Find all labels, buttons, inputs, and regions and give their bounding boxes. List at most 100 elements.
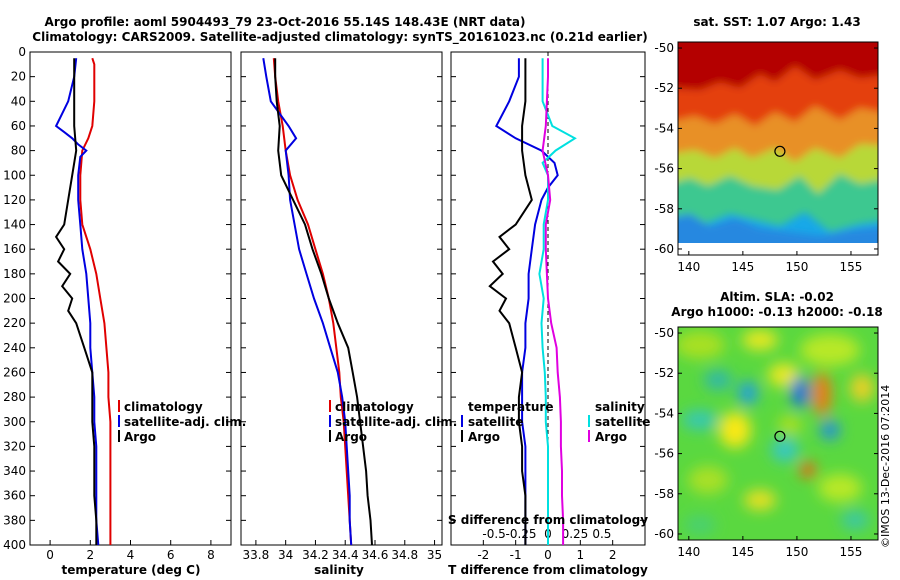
y-tick-label: 260 [3, 365, 26, 379]
salinity-panel: 33.8 34 34.2 34.4 34.6 34.8 35 salinity climat… [240, 51, 457, 577]
map-y-tick-label: -50 [654, 326, 674, 340]
s-x-tick-label: 0.25 [562, 527, 589, 541]
sla-map-panel: Altim. SLA: -0.02 Argo h1000: -0.13 h200… [654, 290, 882, 559]
sst-argo-location-marker [774, 145, 786, 157]
map-x-tick-label: 155 [840, 545, 863, 559]
series-line-argo [274, 58, 373, 546]
sst-map-image [678, 42, 878, 255]
x-tick-label: 34.4 [332, 548, 359, 562]
sla-map-image [678, 327, 878, 540]
y-tick-label: 300 [3, 415, 26, 429]
map-x-tick-label: 140 [677, 260, 700, 274]
y-tick-label: 280 [3, 390, 26, 404]
s-difference-label: S difference from climatology [448, 513, 648, 527]
sst-map-frame [677, 41, 879, 256]
series-line-climatology [79, 57, 112, 545]
series-line-satellite-adj-clim- [54, 58, 100, 546]
legend-title-temperature: temperature [468, 400, 553, 414]
series-line-s-satellite [538, 58, 577, 545]
legend-title-salinity: salinity [595, 400, 645, 414]
temperature-legend: climatology satellite-adj. clim. Argo [118, 400, 246, 444]
y-tick-label: 120 [3, 193, 26, 207]
y-tick-label: 400 [3, 538, 26, 552]
y-tick-label: 20 [11, 70, 26, 84]
sla-argo-location-marker [774, 430, 786, 442]
imos-watermark: ©IMOS 13-Dec-2016 07:2014 [879, 385, 892, 548]
series-line-satellite-adj-clim- [262, 58, 353, 546]
map-x-tick-label: 150 [785, 545, 808, 559]
series-line-climatology [272, 58, 353, 546]
map-y-tick-label: -50 [654, 41, 674, 55]
x-tick-label: 2 [609, 548, 617, 562]
map-y-tick-label: -54 [654, 406, 674, 420]
x-tick-label: 34.6 [362, 548, 389, 562]
x-tick-label: 0 [46, 548, 54, 562]
map-y-tick-label: -52 [654, 81, 674, 95]
x-tick-label: 2 [86, 548, 94, 562]
sla-map-title-line-2: Argo h1000: -0.13 h2000: -0.18 [671, 305, 882, 319]
s-x-tick-label: -0.5 [482, 527, 505, 541]
map-y-tick-label: -56 [654, 447, 674, 461]
legend-label-t-satellite: satellite [468, 415, 523, 429]
y-tick-label: 240 [3, 341, 26, 355]
map-y-tick-label: -60 [654, 527, 674, 541]
series-line-t-satellite [494, 58, 559, 545]
salinity-plot-frame [240, 51, 443, 546]
map-x-tick-label: 140 [677, 545, 700, 559]
legend-label-argo: Argo [124, 430, 156, 444]
map-x-tick-label: 150 [785, 260, 808, 274]
x-tick-label: 35 [427, 548, 442, 562]
x-tick-label: 34.8 [391, 548, 418, 562]
y-tick-label: 80 [11, 144, 26, 158]
series-line-t-argo [488, 58, 533, 545]
map-x-tick-label: 155 [840, 260, 863, 274]
y-tick-label: 60 [11, 119, 26, 133]
salinity-legend: climatology satellite-adj. clim. Argo [329, 400, 457, 444]
y-tick-label: 100 [3, 168, 26, 182]
difference-legend-salinity: salinity satellite Argo [588, 400, 650, 444]
series-line-argo [54, 58, 98, 545]
x-tick-label: 1 [577, 548, 585, 562]
map-y-tick-label: -56 [654, 162, 674, 176]
x-tick-label: 33.8 [243, 548, 270, 562]
y-tick-label: 320 [3, 439, 26, 453]
x-tick-label: 6 [167, 548, 175, 562]
sst-map-panel: sat. SST: 1.07 Argo: 1.43 -50 -52 -54 -56 -5… [654, 15, 879, 274]
y-tick-label: 160 [3, 242, 26, 256]
difference-legend-temperature: temperature satellite Argo [461, 400, 553, 444]
legend-label-t-argo: Argo [468, 430, 500, 444]
y-tick-label: 380 [3, 513, 26, 527]
y-tick-label: 140 [3, 218, 26, 232]
x-tick-label: 8 [207, 548, 215, 562]
map-y-tick-label: -60 [654, 242, 674, 256]
legend-label-argo: Argo [335, 430, 367, 444]
s-x-tick-label: 0.5 [592, 527, 611, 541]
legend-label-s-satellite: satellite [595, 415, 650, 429]
y-tick-label: 340 [3, 464, 26, 478]
legend-label-climatology: climatology [124, 400, 203, 414]
series-line-s-argo [541, 58, 565, 545]
map-x-tick-label: 145 [731, 260, 754, 274]
x-tick-label: 0 [544, 548, 552, 562]
legend-label-satellite: satellite-adj. clim. [335, 415, 457, 429]
sla-map-frame [677, 326, 879, 541]
y-tick-label: 40 [11, 94, 26, 108]
legend-label-climatology: climatology [335, 400, 414, 414]
title-line-1: Argo profile: aoml 5904493_79 23-Oct-201… [45, 15, 526, 30]
temperature-xlabel: temperature (deg C) [62, 563, 201, 577]
t-difference-xlabel: T difference from climatology [448, 563, 648, 577]
map-y-tick-label: -52 [654, 366, 674, 380]
y-tick-label: 220 [3, 316, 26, 330]
y-tick-label: 200 [3, 292, 26, 306]
x-tick-label: 34 [278, 548, 293, 562]
x-tick-label: -2 [477, 548, 489, 562]
x-tick-label: 4 [127, 548, 135, 562]
sla-map-title-line-1: Altim. SLA: -0.02 [720, 290, 834, 304]
map-y-tick-label: -58 [654, 202, 674, 216]
difference-panel: -2 -1 0 1 2-0.5 -0.25 0 0.25 0.5 S difference fr… [448, 51, 650, 577]
y-tick-label: 0 [18, 45, 26, 59]
title-line-2: Climatology: CARS2009. Satellite-adjuste… [32, 30, 647, 45]
x-tick-label: 34.2 [302, 548, 329, 562]
y-tick-label: 180 [3, 267, 26, 281]
